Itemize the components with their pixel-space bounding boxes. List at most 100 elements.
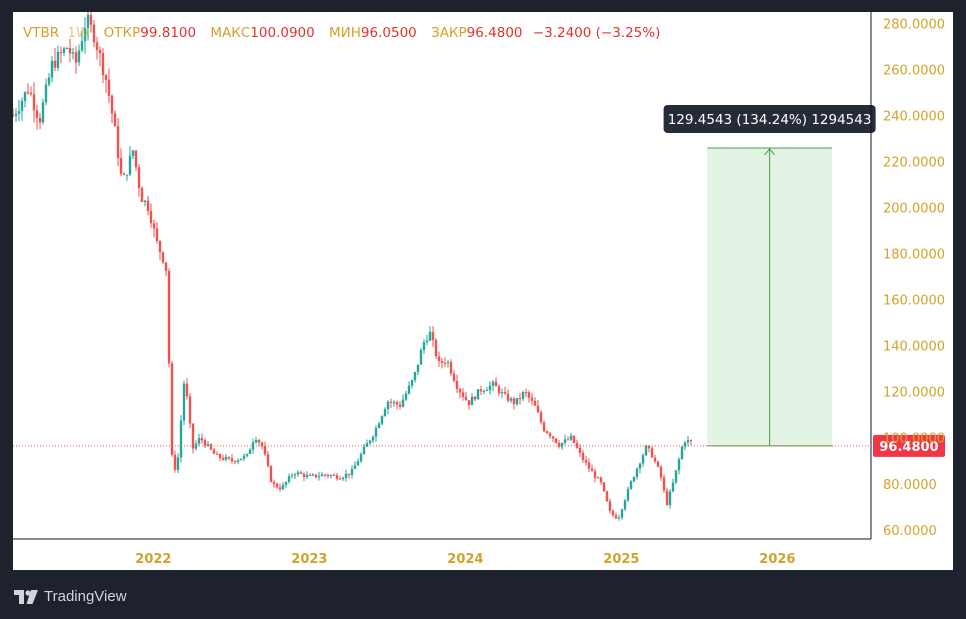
candle-body — [542, 422, 546, 432]
candle-body — [590, 468, 594, 472]
candle-body — [608, 501, 612, 511]
candle-body — [65, 47, 69, 49]
candle-body — [128, 155, 132, 175]
time-tick-label: 2022 — [135, 552, 171, 567]
candle-body — [41, 102, 45, 123]
candle-body — [575, 442, 579, 448]
candle-body — [398, 404, 402, 407]
candle-body — [107, 79, 111, 96]
candle-body — [245, 454, 249, 456]
candle-body — [617, 517, 621, 519]
candle-body — [632, 477, 636, 482]
candle-body — [476, 389, 480, 400]
candle-body — [149, 211, 153, 224]
candle-body — [557, 442, 561, 447]
candle-body — [236, 460, 240, 462]
candle-body — [563, 439, 567, 443]
candle-body — [446, 362, 450, 364]
candle-body — [464, 396, 468, 401]
candle-body — [23, 92, 27, 101]
candle-body — [584, 460, 588, 463]
candle-body — [110, 95, 114, 114]
candle-body — [530, 397, 534, 401]
candle-body — [395, 402, 399, 405]
candle-body — [191, 423, 195, 449]
candle-body — [413, 372, 417, 381]
candle-body — [35, 110, 39, 118]
candle-body — [341, 477, 345, 480]
candle-body — [140, 188, 144, 202]
candle-body — [662, 477, 666, 491]
candle-body — [14, 113, 18, 116]
price-tick-label: 160.0000 — [883, 294, 945, 309]
candle-body — [425, 340, 429, 343]
candle-body — [551, 436, 555, 439]
candle-body — [377, 423, 381, 429]
candle-body — [605, 491, 609, 502]
candle-body — [458, 389, 462, 393]
candle-body — [197, 438, 201, 444]
price-tick-label: 280.0000 — [883, 18, 945, 33]
candle-body — [380, 416, 384, 424]
candle-body — [239, 458, 243, 461]
price-chart[interactable]: 129.4543 (134.24%) 1294543 96.4800 60.000… — [13, 12, 953, 570]
legend-high-value: 100.0900 — [250, 25, 315, 41]
candle-body — [482, 390, 486, 392]
candle-body — [254, 439, 258, 443]
candle-body — [527, 392, 531, 398]
legend-interval[interactable]: 1W — [67, 25, 90, 41]
candle-body — [503, 392, 507, 394]
candle-body — [536, 405, 540, 413]
candle-body — [470, 396, 474, 406]
candle-body — [332, 475, 336, 477]
candle-body — [161, 252, 165, 263]
candle-body — [284, 481, 288, 485]
candle-body — [182, 383, 186, 421]
candle-body — [521, 391, 525, 399]
legend-symbol[interactable]: VTBR — [23, 25, 60, 41]
candle-body — [44, 84, 48, 103]
candle-body — [635, 468, 639, 478]
candle-body — [62, 48, 66, 53]
candle-body — [626, 488, 630, 501]
candle-body — [323, 474, 327, 476]
time-tick-label: 2024 — [447, 552, 483, 567]
candle-body — [515, 398, 519, 405]
candle-body — [461, 392, 465, 397]
candle-body — [350, 468, 354, 475]
candle-body — [248, 449, 252, 455]
tradingview-branding[interactable]: TradingView — [14, 588, 127, 605]
candle-body — [83, 28, 87, 42]
candle-body — [263, 446, 267, 455]
candle-body — [272, 481, 276, 484]
candle-body — [440, 360, 444, 363]
candle-body — [68, 47, 72, 54]
candle-body — [641, 455, 645, 464]
candle-body — [569, 435, 573, 440]
candle-body — [674, 470, 678, 483]
candle-body — [311, 474, 315, 476]
candle-body — [533, 400, 537, 406]
candle-body — [329, 475, 333, 477]
candle-body — [59, 51, 63, 53]
last-price-badge — [873, 434, 945, 457]
candle-body — [665, 490, 669, 505]
legend-close-label: ЗАКР — [431, 25, 467, 41]
candle-body — [293, 474, 297, 476]
candle-body — [227, 457, 231, 459]
candle-body — [392, 402, 396, 404]
legend-low-value: 96.0500 — [360, 25, 417, 41]
candle-body — [305, 474, 309, 477]
candle-body — [320, 474, 324, 477]
candle-body — [308, 474, 312, 476]
candle-body — [86, 14, 90, 29]
candle-body — [644, 445, 648, 456]
candle-body — [89, 14, 93, 25]
candle-body — [587, 462, 591, 469]
candle-body — [173, 454, 177, 470]
candle-body — [125, 174, 129, 176]
candle-body — [266, 454, 270, 466]
candle-body — [77, 50, 81, 63]
candle-body — [596, 477, 600, 479]
candle-body — [131, 150, 135, 156]
